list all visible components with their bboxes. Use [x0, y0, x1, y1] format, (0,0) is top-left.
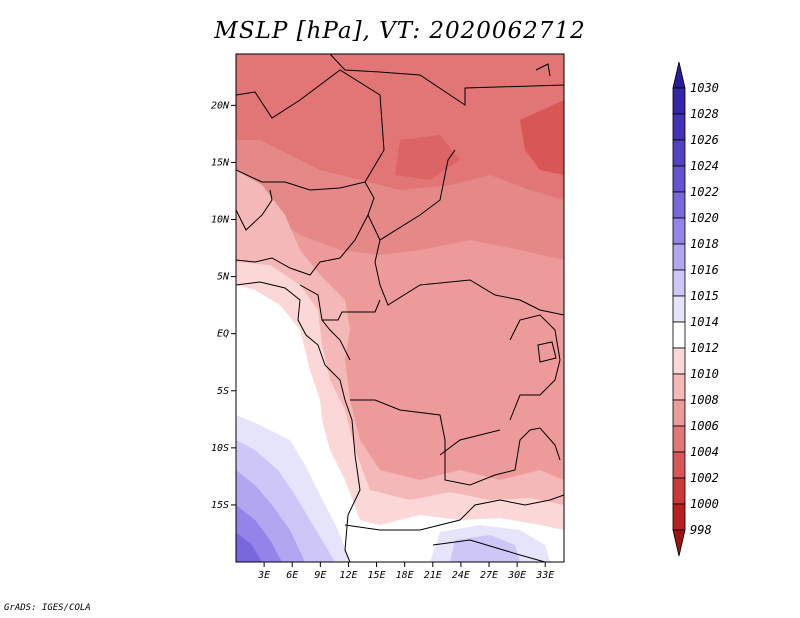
colorbar-level-label: 1028 — [690, 107, 719, 121]
colorbar-swatch — [672, 191, 686, 219]
lon-tick-label: 21E — [424, 570, 442, 581]
lat-tick-label: 15S — [211, 500, 229, 511]
colorbar-level-label: 1016 — [690, 263, 719, 277]
colorbar-swatch — [672, 295, 686, 323]
colorbar-swatch — [672, 347, 686, 375]
map-frame — [235, 53, 565, 563]
lon-tick-label: 9E — [314, 570, 326, 581]
colorbar-swatch — [672, 139, 686, 167]
colorbar-swatch — [672, 217, 686, 245]
colorbar-level-label: 998 — [690, 523, 712, 537]
lon-tick-label: 18E — [396, 570, 414, 581]
colorbar-swatch — [672, 373, 686, 401]
colorbar-level-label: 1030 — [690, 81, 719, 95]
colorbar-swatch — [672, 399, 686, 427]
colorbar-level-label: 1014 — [690, 315, 719, 329]
colorbar: 1030 1028 1026 1024 1022 1020 1018 1016 1015 1014… — [672, 61, 719, 557]
lat-tick-label: 5N — [217, 272, 230, 283]
colorbar-cap-top — [672, 61, 686, 89]
lon-tick-label: 6E — [286, 570, 298, 581]
colorbar-level-label: 1015 — [690, 289, 719, 303]
colorbar-level-label: 1020 — [690, 211, 719, 225]
pressure-field — [236, 54, 564, 562]
lat-tick-label: 10N — [211, 215, 230, 226]
colorbar-level-label: 1010 — [690, 367, 719, 381]
colorbar-level-label: 1022 — [690, 185, 719, 199]
lat-tick-label: 20N — [211, 100, 230, 111]
lat-tick-label: EQ — [217, 329, 229, 340]
colorbar-level-label: 1024 — [690, 159, 719, 173]
lat-tick-label: 10S — [211, 443, 229, 454]
colorbar-cap-bottom — [672, 529, 686, 557]
colorbar-swatch — [672, 269, 686, 297]
colorbar-swatch — [672, 243, 686, 271]
lon-tick-label: 27E — [480, 570, 498, 581]
lat-tick-label: 15N — [211, 157, 230, 168]
lon-tick-label: 12E — [339, 570, 357, 581]
grads-credit: GrADS: IGES/COLA — [4, 603, 91, 613]
colorbar-level-label: 1006 — [690, 419, 719, 433]
lon-tick-label: 30E — [507, 570, 526, 581]
lon-tick-label: 33E — [535, 570, 554, 581]
colorbar-level-label: 1018 — [690, 237, 719, 251]
colorbar-swatch — [672, 165, 686, 193]
lat-tick-label: 5S — [217, 386, 229, 397]
colorbar-level-label: 1004 — [690, 445, 719, 459]
colorbar-swatch — [672, 87, 686, 115]
lon-tick-label: 24E — [452, 570, 470, 581]
colorbar-swatch — [672, 113, 686, 141]
colorbar-swatch — [672, 503, 686, 531]
colorbar-level-label: 1000 — [690, 497, 719, 511]
colorbar-swatch — [672, 477, 686, 505]
longitude-axis: 3E 6E 9E 12E 15E 18E 21E 24E 27E 30E 33E — [257, 562, 554, 581]
country-borders — [236, 54, 564, 562]
lon-tick-label: 15E — [368, 570, 386, 581]
colorbar-level-label: 1008 — [690, 393, 719, 407]
colorbar-level-label: 1026 — [690, 133, 719, 147]
colorbar-level-label: 1002 — [690, 471, 719, 485]
colorbar-swatch — [672, 451, 686, 479]
latitude-axis: 20N 15N 10N 5N EQ 5S 10S 15S — [211, 100, 236, 511]
lon-tick-label: 3E — [257, 570, 270, 581]
map-title: MSLP [hPa], VT: 2020062712 — [214, 18, 586, 44]
colorbar-swatch — [672, 425, 686, 453]
colorbar-level-label: 1012 — [690, 341, 719, 355]
colorbar-swatch — [672, 321, 686, 349]
